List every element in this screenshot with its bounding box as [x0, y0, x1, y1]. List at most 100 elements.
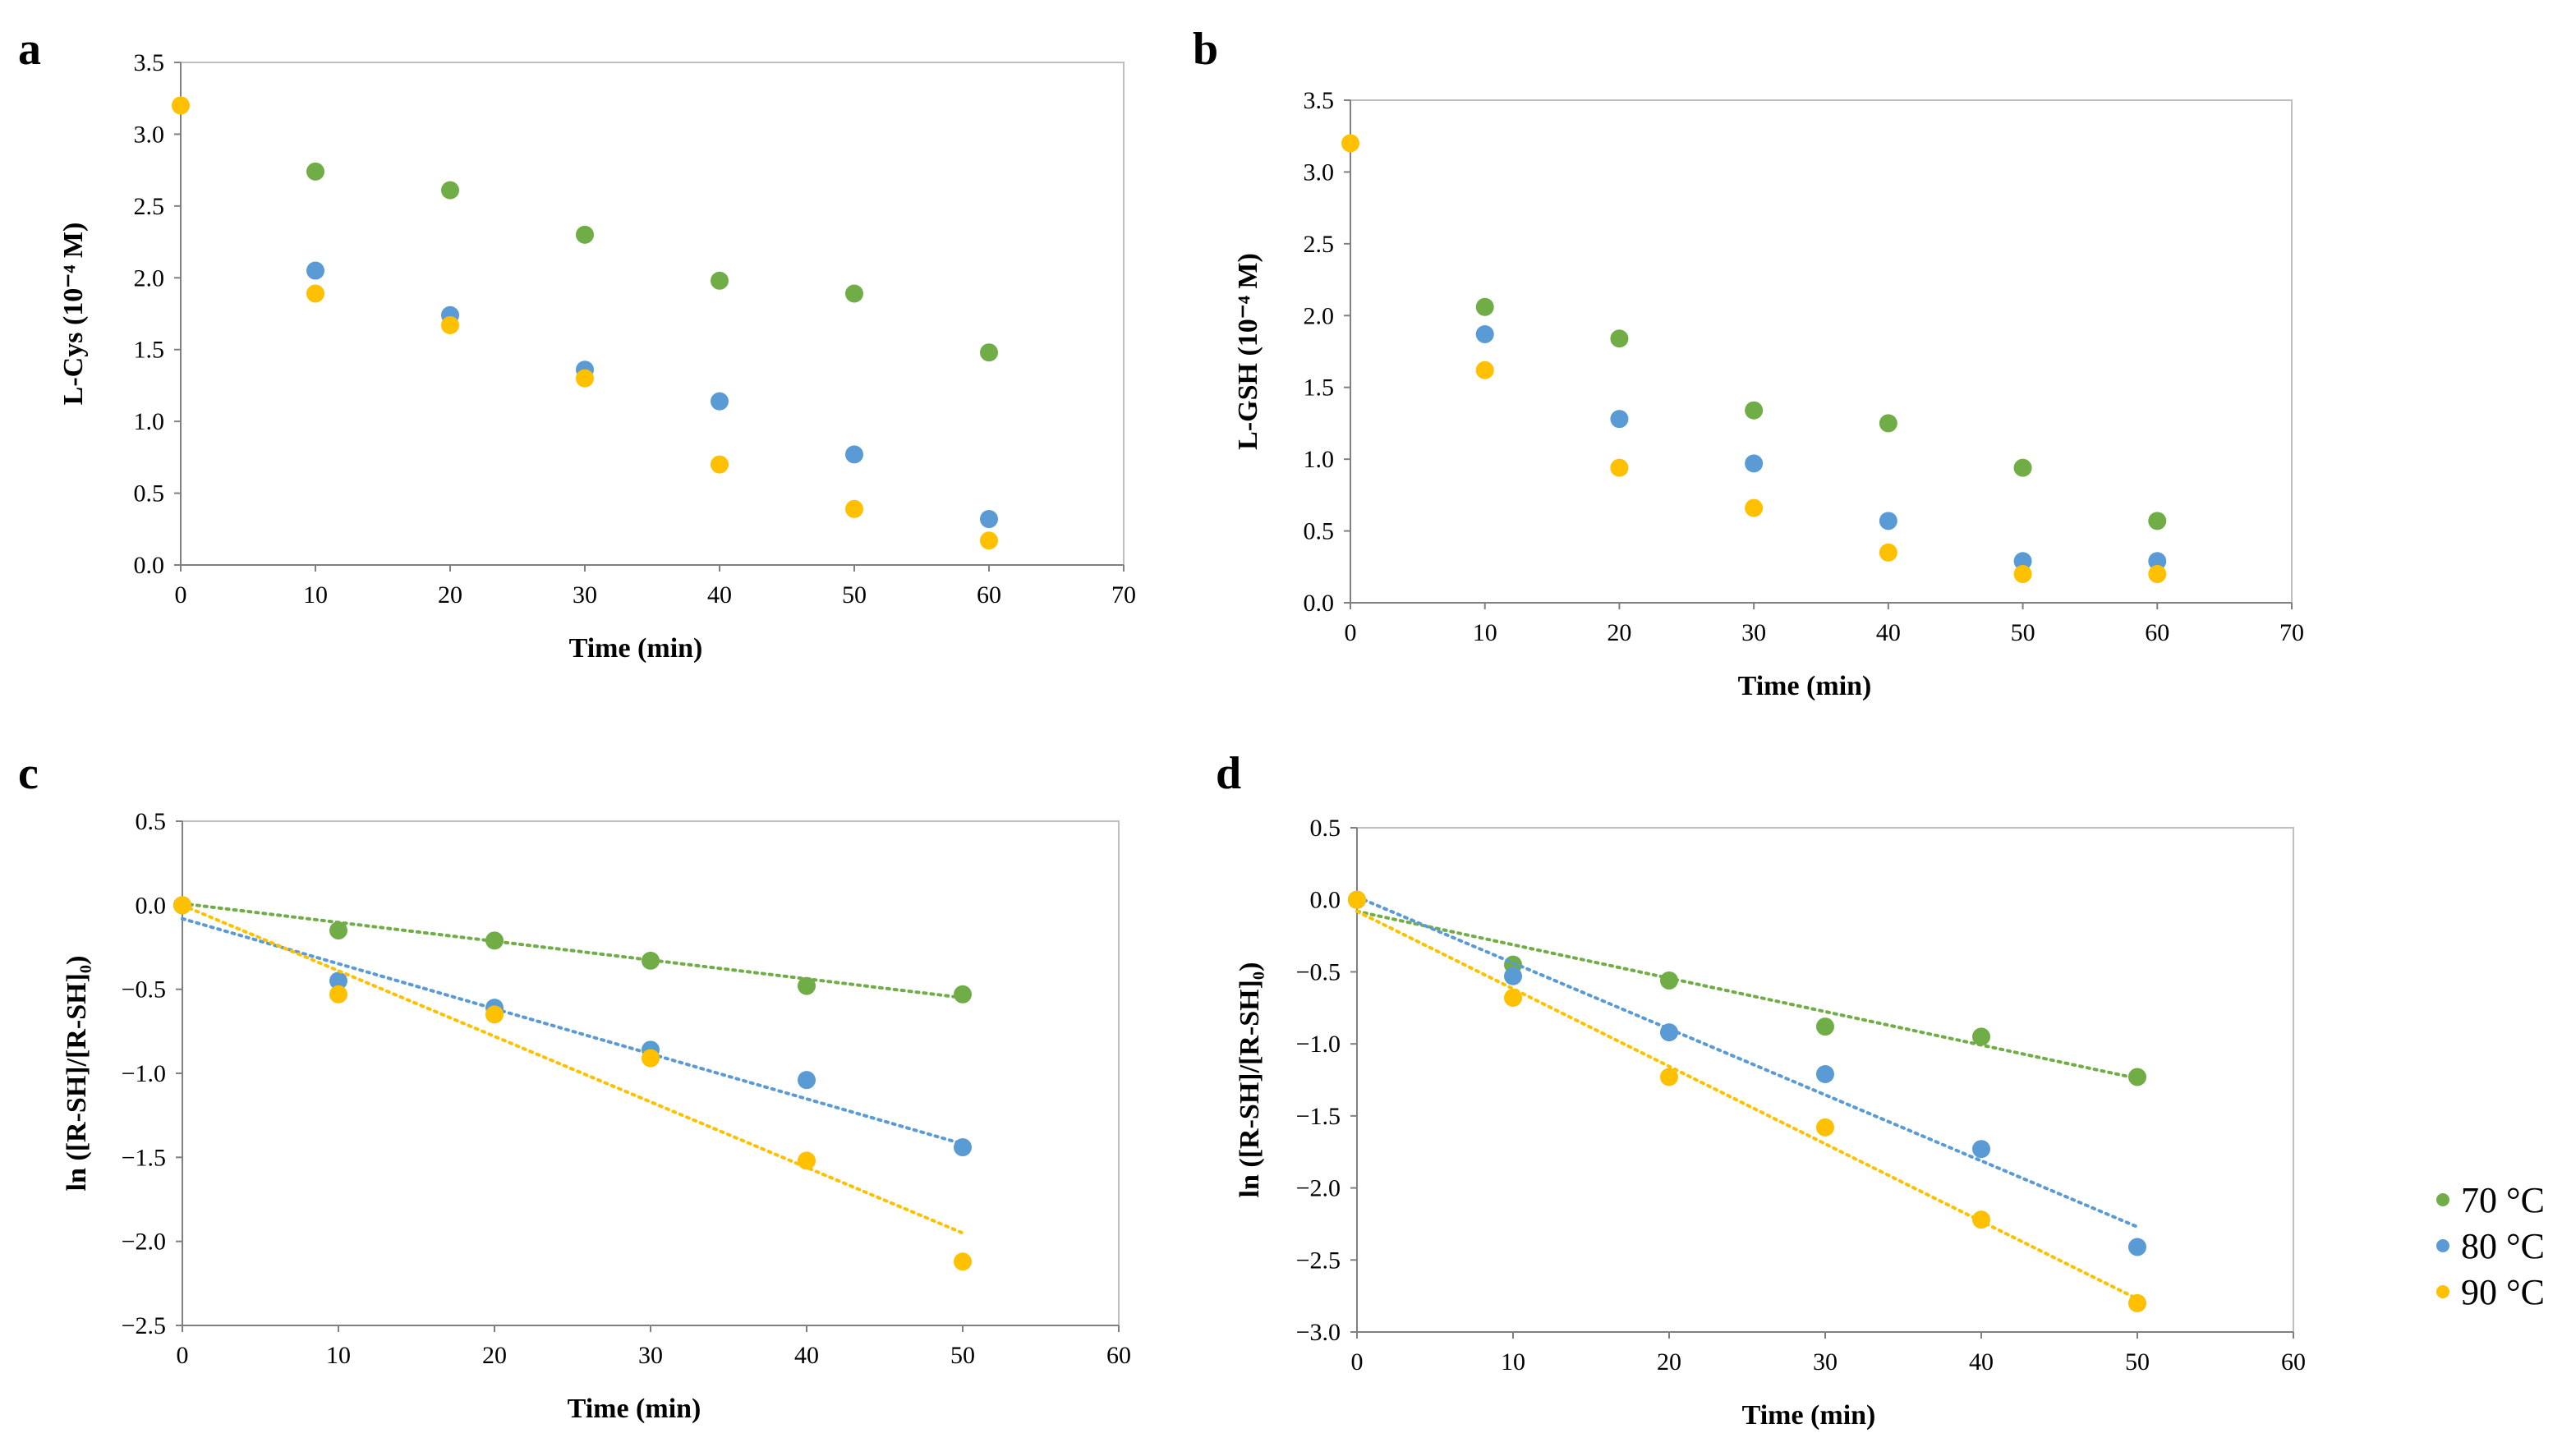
- series-80: [306, 262, 998, 529]
- data-point-90: [1972, 1210, 1990, 1229]
- data-point-80: [711, 393, 729, 411]
- y-tick-label: 0.0: [136, 892, 167, 919]
- plot-frame: [181, 62, 1124, 565]
- x-tick-label: 0: [1351, 1348, 1364, 1376]
- data-point-90: [1476, 361, 1494, 379]
- x-axis-title: Time (min): [569, 633, 703, 664]
- y-tick-label: 0.5: [136, 808, 167, 835]
- series-90: [1348, 891, 2146, 1312]
- data-point-70: [485, 931, 504, 949]
- y-tick-label: −2.0: [122, 1229, 166, 1256]
- data-point-80: [1610, 410, 1628, 428]
- y-tick-label: 3.0: [1304, 158, 1335, 186]
- series-80: [173, 896, 972, 1156]
- series-90: [1341, 134, 2166, 583]
- y-tick-label: −2.0: [1296, 1175, 1341, 1202]
- x-tick-label: 60: [1106, 1342, 1131, 1369]
- panel-label-a: a: [18, 24, 41, 75]
- data-point-90: [1341, 134, 1359, 152]
- x-tick-label: 30: [638, 1342, 663, 1369]
- y-tick-label: 0.5: [134, 480, 165, 508]
- data-point-80: [845, 445, 863, 463]
- legend: 70 °C 80 °C 90 °C: [2436, 1180, 2545, 1312]
- y-tick-label: 1.5: [134, 337, 165, 364]
- chart-panel-d: 0 10 20 30 40 50 60 −3.0 −2.5 −2.0 −1.5 −1.0 −0.5 0.0…: [1235, 815, 2306, 1431]
- chart-panel-a: 0 10 20 30 40 50 60 700.00.51.01.52.02.53.03.5T…: [58, 49, 1136, 664]
- x-tick-label: 20: [482, 1342, 507, 1369]
- data-point-80: [1972, 1140, 1990, 1158]
- data-point-70: [1610, 329, 1628, 347]
- series-80: [1476, 325, 2167, 570]
- x-tick-label: 60: [977, 581, 1001, 609]
- series-80: [1348, 891, 2146, 1256]
- data-point-80: [1660, 1023, 1678, 1041]
- x-axis-title: Time (min): [1738, 671, 1872, 701]
- y-tick-label: 2.0: [1304, 302, 1335, 329]
- x-tick-label: 40: [1969, 1348, 1994, 1376]
- trendline-90: [1357, 912, 2137, 1299]
- y-tick-label: −0.5: [122, 976, 166, 1004]
- data-point-80: [798, 1071, 816, 1089]
- x-axis-title: Time (min): [1742, 1400, 1876, 1431]
- x-tick-label: 20: [1607, 619, 1631, 646]
- data-point-70: [845, 285, 863, 303]
- x-tick-label: 70: [1111, 581, 1136, 609]
- data-point-80: [954, 1138, 972, 1156]
- data-point-80: [1816, 1065, 1834, 1083]
- y-tick-label: 0.5: [1310, 815, 1341, 842]
- data-point-90: [329, 985, 347, 1004]
- data-point-70: [441, 181, 459, 200]
- plot-frame: [182, 821, 1119, 1325]
- y-tick-label: −3.0: [1296, 1319, 1341, 1346]
- x-tick-label: 70: [2279, 619, 2304, 646]
- legend-marker-80: [2436, 1239, 2449, 1252]
- series-70: [306, 163, 998, 361]
- x-tick-label: 10: [1501, 1348, 1525, 1376]
- y-tick-label: −2.5: [122, 1312, 166, 1339]
- x-tick-label: 30: [1813, 1348, 1838, 1376]
- x-tick-label: 10: [303, 581, 328, 609]
- data-point-70: [576, 226, 594, 244]
- data-point-90: [441, 316, 459, 334]
- series-90: [172, 96, 998, 549]
- legend-marker-70: [2436, 1193, 2449, 1206]
- data-point-80: [1745, 454, 1763, 472]
- data-point-70: [2128, 1068, 2146, 1086]
- data-point-90: [980, 531, 998, 549]
- trendline-80: [1357, 897, 2137, 1227]
- y-tick-label: 1.0: [134, 408, 165, 435]
- data-point-70: [2014, 459, 2032, 477]
- x-tick-label: 0: [175, 581, 187, 609]
- y-axis-title: L-Cys (10⁻⁴ M): [58, 223, 89, 406]
- series-70: [1476, 298, 2167, 530]
- data-point-90: [798, 1151, 816, 1169]
- trendline-90: [182, 905, 963, 1233]
- data-point-80: [980, 510, 998, 528]
- data-point-90: [1504, 989, 1522, 1007]
- data-point-90: [172, 96, 190, 114]
- data-point-70: [1879, 414, 1897, 432]
- y-tick-label: −2.5: [1296, 1247, 1341, 1274]
- x-tick-label: 40: [707, 581, 732, 609]
- data-point-70: [954, 985, 972, 1004]
- data-point-70: [642, 952, 660, 970]
- y-tick-label: −1.5: [1296, 1103, 1341, 1130]
- legend-marker-90: [2436, 1285, 2449, 1298]
- series-90: [173, 896, 972, 1270]
- y-tick-label: 2.0: [134, 264, 165, 292]
- series-70: [173, 896, 972, 1003]
- data-point-70: [1660, 971, 1678, 990]
- data-point-90: [954, 1252, 972, 1270]
- x-tick-label: 30: [573, 581, 597, 609]
- data-point-80: [1879, 512, 1897, 530]
- x-tick-label: 10: [326, 1342, 351, 1369]
- chart-panel-b: 0 10 20 30 40 50 60 70 0.0 0.5 1.0 1.5 2.0 2.5 3.0 3.5 T…: [1233, 87, 2304, 701]
- data-point-90: [485, 1005, 504, 1023]
- legend-label-70: 70 °C: [2461, 1180, 2545, 1220]
- data-point-90: [711, 456, 729, 474]
- x-tick-label: 50: [2125, 1348, 2150, 1376]
- data-point-80: [1476, 325, 1494, 343]
- x-tick-label: 0: [177, 1342, 189, 1369]
- data-point-70: [980, 343, 998, 361]
- y-tick-label: 0.0: [1304, 590, 1335, 617]
